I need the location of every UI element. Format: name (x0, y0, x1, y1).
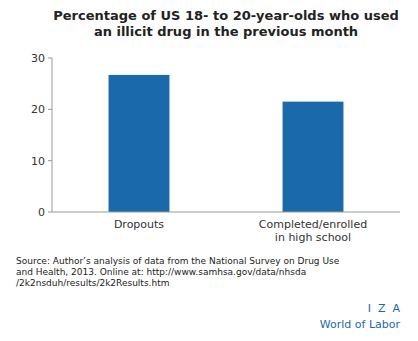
chart: Percentage of US 18- to 20-year-olds who… (0, 0, 418, 341)
x-tick-label: Dropouts (114, 218, 164, 231)
text-line: Completed/enrolled (259, 218, 367, 231)
y-axis-line (52, 58, 53, 212)
text-line: Source: Author’s analysis of data from t… (16, 256, 340, 266)
y-tick-label: 20 (31, 103, 45, 116)
y-tick (48, 160, 52, 161)
text-line: in high school (275, 231, 351, 244)
x-axis: Dropouts Completed/enrolledin high school (52, 212, 400, 244)
source-note: Source: Author’s analysis of data from t… (16, 256, 340, 288)
brand-text: I Z A (368, 302, 401, 315)
brand-text: World of Labor (320, 318, 401, 331)
y-tick-label: 0 (38, 206, 45, 219)
y-axis: 0 10 20 30 (31, 52, 52, 219)
text-line: /2k2nsduh/results/2k2Results.htm (16, 278, 169, 288)
bars (109, 75, 344, 212)
bar (283, 102, 344, 212)
y-tick (48, 212, 52, 213)
title: Percentage of US 18- to 20-year-olds who… (53, 8, 399, 39)
x-tick-label: Completed/enrolledin high school (259, 218, 367, 244)
y-tick-label: 30 (31, 52, 45, 65)
y-tick (48, 109, 52, 110)
text-line: and Health, 2013. Online at: http://www.… (16, 267, 306, 277)
bar (109, 75, 170, 212)
text-line: an illicit drug in the previous month (94, 24, 358, 39)
x-axis-line (52, 212, 400, 213)
y-tick-label: 10 (31, 155, 45, 168)
text-line: Percentage of US 18- to 20-year-olds who… (53, 8, 399, 23)
text-line: Dropouts (114, 218, 164, 231)
y-tick (48, 58, 52, 59)
